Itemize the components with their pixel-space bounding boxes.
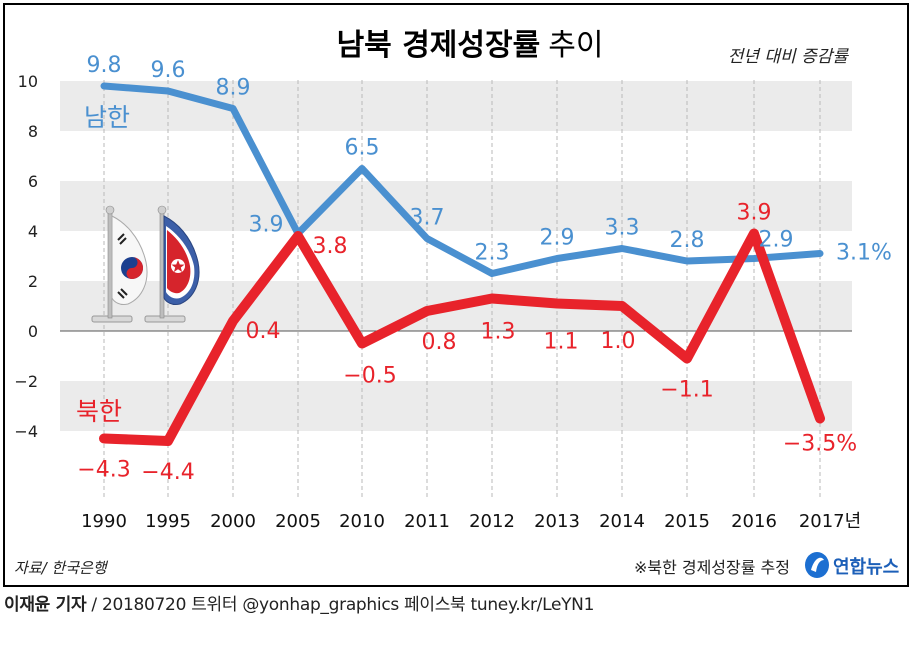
- north-data-label: −1.1: [660, 378, 713, 403]
- grid-band-1: [60, 181, 852, 231]
- x-tick-label: 1990: [81, 511, 127, 532]
- x-tick-label: 2014: [599, 511, 645, 532]
- y-tick-label: 8: [28, 122, 38, 141]
- x-tick-label: 2017년: [799, 511, 861, 532]
- north-korea-line: [99, 228, 825, 446]
- north-korea-flag-icon: [144, 205, 200, 323]
- north-data-label: 0.8: [422, 330, 457, 355]
- north-data-label: −0.5: [343, 364, 396, 389]
- south-data-label: 2.3: [475, 241, 510, 266]
- x-tick-label: 2012: [469, 511, 515, 532]
- x-tick-label: 2016: [731, 511, 777, 532]
- south-data-label: 9.6: [151, 58, 186, 83]
- chart-title: 남북 경제성장률 추이: [337, 28, 604, 63]
- credit-line: 이재윤 기자 / 20180720 트위터 @yonhap_graphics 페…: [4, 590, 594, 615]
- north-data-label: 3.9: [737, 201, 772, 226]
- x-tick-label: 2011: [404, 511, 450, 532]
- y-axis-ticks: 10 8 6 4 2 0 −2 −4: [14, 72, 38, 441]
- data-label-layer: 9.8 9.6 8.9 3.9 6.5 3.7 2.3 2.9 3.3 2.8 2.9 3.1% −4.…: [77, 53, 892, 485]
- yonhap-logo: 연합뉴스: [805, 552, 899, 578]
- north-data-label: −4.4: [141, 460, 194, 485]
- reporter-name: 이재윤 기자: [4, 595, 87, 615]
- y-tick-label: −2: [14, 372, 38, 391]
- north-data-label: 0.4: [246, 319, 281, 344]
- unit-note: 전년 대비 증감률: [728, 47, 850, 67]
- north-data-label: 1.1: [544, 330, 579, 355]
- credit-details: / 20180720 트위터 @yonhap_graphics 페이스북 tun…: [86, 595, 595, 615]
- y-tick-label: 10: [18, 72, 38, 91]
- north-data-label: 1.0: [601, 329, 636, 354]
- legend-north: 북한: [76, 397, 122, 426]
- grid-band-0: [60, 81, 852, 131]
- y-tick-label: −4: [14, 422, 38, 441]
- south-data-label: 3.7: [410, 206, 445, 231]
- south-data-label: 3.3: [605, 216, 640, 241]
- estimate-note: ※북한 경제성장률 추정: [634, 558, 790, 577]
- x-tick-label: 2000: [210, 511, 256, 532]
- chart-title-bold: 남북 경제성장률: [337, 28, 541, 63]
- x-axis-ticks: 1990 1995 2000 2005 2010 2011 2012 2013 2014 2015…: [81, 511, 861, 532]
- north-data-label: −4.3: [77, 458, 130, 483]
- x-tick-label: 2010: [339, 511, 385, 532]
- y-tick-label: 6: [28, 172, 38, 191]
- south-data-label: 2.9: [759, 228, 794, 253]
- south-data-label: 3.1%: [836, 241, 892, 266]
- south-korea-flag-icon: [91, 205, 148, 323]
- source-note: 자료/ 한국은행: [14, 559, 109, 577]
- south-data-label: 9.8: [87, 53, 122, 78]
- south-data-label: 8.9: [216, 76, 251, 101]
- south-data-label: 2.8: [670, 228, 705, 253]
- y-tick-label: 4: [28, 222, 38, 241]
- series-layer: [99, 82, 825, 446]
- x-tick-label: 2013: [534, 511, 580, 532]
- north-data-label: 1.3: [481, 320, 516, 345]
- y-tick-label: 0: [28, 322, 38, 341]
- south-data-label: 3.9: [249, 213, 284, 238]
- north-data-label: 3.8: [313, 234, 348, 259]
- south-data-label: 6.5: [345, 136, 380, 161]
- brand-name: 연합뉴스: [833, 556, 899, 578]
- legend-south: 남한: [84, 103, 130, 132]
- flags-illustration: [91, 205, 200, 323]
- north-data-label: −3.5%: [783, 432, 857, 457]
- chart-border: [3, 3, 909, 587]
- chart-title-light: 추이: [548, 28, 603, 63]
- south-korea-line: [100, 82, 824, 277]
- y-tick-label: 2: [28, 272, 38, 291]
- x-tick-label: 2005: [275, 511, 321, 532]
- x-tick-label: 1995: [145, 511, 191, 532]
- x-tick-label: 2015: [664, 511, 710, 532]
- south-data-label: 2.9: [540, 226, 575, 251]
